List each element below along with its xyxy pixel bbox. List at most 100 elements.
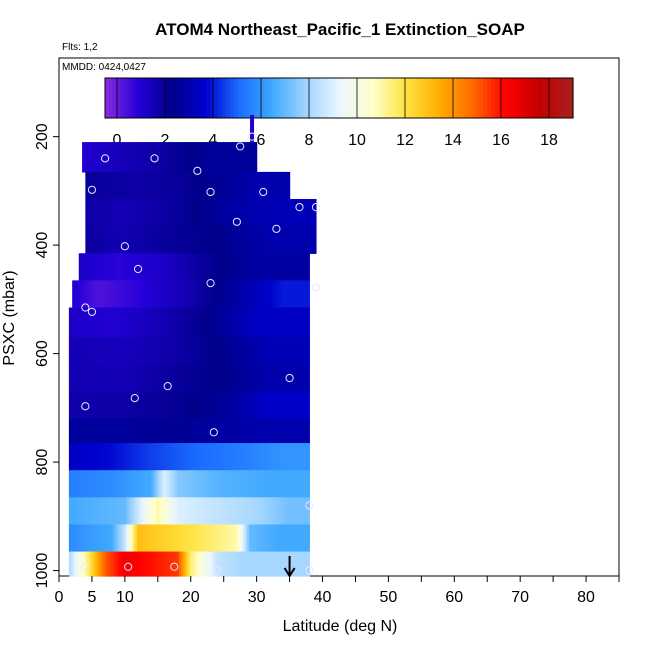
- heatmap-cell: [78, 280, 81, 309]
- heatmap-cell: [131, 171, 135, 200]
- heatmap-cell: [193, 418, 196, 444]
- sample-points: [81, 132, 321, 575]
- heatmap-cell: [257, 470, 260, 498]
- heatmap-cell: [112, 443, 116, 471]
- colorbar-swatch: [432, 78, 438, 118]
- heatmap-cell: [100, 391, 104, 420]
- heatmap-cell: [235, 551, 238, 577]
- heatmap-cell: [183, 199, 187, 227]
- heatmap-cell: [120, 524, 124, 553]
- heatmap-cell: [297, 418, 300, 444]
- heatmap-cell: [275, 280, 279, 309]
- heatmap-cell: [273, 364, 276, 393]
- heatmap-cell: [303, 418, 306, 444]
- heatmap-cell: [305, 253, 308, 281]
- heatmap-cell: [80, 364, 84, 393]
- heatmap-cell: [70, 364, 74, 393]
- heatmap-cell: [152, 253, 156, 281]
- heatmap-cell: [259, 199, 263, 227]
- heatmap-cell: [120, 497, 124, 526]
- heatmap-cell: [287, 199, 291, 227]
- arrow-head: [283, 567, 296, 578]
- heatmap-cell: [217, 551, 220, 577]
- heatmap-cell: [112, 142, 115, 173]
- heatmap-cell: [96, 337, 100, 366]
- heatmap-cell: [131, 443, 134, 471]
- heatmap-cell: [279, 280, 283, 309]
- colorbar-swatch: [545, 78, 551, 118]
- heatmap-cell: [281, 199, 285, 227]
- heatmap-cell: [239, 253, 242, 281]
- y-tick-label: 600: [34, 340, 51, 367]
- heatmap-cell: [183, 307, 186, 338]
- sample-point: [130, 393, 139, 403]
- heatmap-cell: [240, 142, 244, 173]
- heatmap-cell: [145, 199, 149, 227]
- heatmap-cell: [269, 171, 273, 200]
- heatmap-cell: [259, 337, 262, 366]
- heatmap-cell: [215, 391, 218, 420]
- heatmap-cell: [167, 418, 170, 444]
- heatmap-cell: [173, 551, 176, 577]
- colorbar-swatch: [140, 78, 145, 118]
- heatmap-cell: [98, 307, 102, 338]
- heatmap-cell: [233, 470, 236, 498]
- heatmap-cell: [301, 364, 304, 393]
- heatmap-cell: [100, 253, 104, 281]
- heatmap-cell: [271, 280, 275, 309]
- heatmap-cell: [207, 391, 210, 420]
- heatmap-cell: [247, 171, 251, 200]
- heatmap-cell: [235, 280, 239, 309]
- heatmap-cell: [195, 337, 198, 366]
- heatmap-cell: [183, 524, 186, 553]
- colorbar-swatch: [132, 78, 137, 118]
- heatmap-cell: [114, 280, 117, 309]
- colorbar-swatch: [237, 78, 243, 118]
- heatmap-cell: [285, 418, 288, 444]
- heatmap-cell: [189, 497, 192, 526]
- heatmap-cell: [291, 391, 294, 420]
- heatmap-cell: [265, 226, 269, 254]
- heatmap-cell: [189, 307, 192, 338]
- heatmap-cell: [169, 551, 172, 577]
- heatmap-cell: [217, 418, 220, 444]
- heatmap-cell: [253, 307, 256, 338]
- heatmap-cell: [166, 253, 170, 281]
- heatmap-cell: [131, 470, 134, 498]
- heatmap-cell: [183, 418, 186, 444]
- heatmap-cell: [177, 364, 180, 393]
- heatmap-cell: [177, 497, 180, 526]
- heatmap-cell: [245, 199, 249, 227]
- sample-point: [206, 187, 215, 197]
- heatmap-cell: [118, 307, 122, 338]
- heatmap-cell: [285, 364, 288, 393]
- heatmap-cell: [143, 418, 146, 444]
- heatmap-cell: [285, 524, 288, 553]
- heatmap-cell: [151, 418, 154, 444]
- heatmap-cell: [185, 524, 188, 553]
- heatmap-cell: [118, 443, 122, 471]
- heatmap-cell: [167, 470, 170, 498]
- heatmap-cell: [181, 226, 185, 254]
- heatmap-cell: [141, 497, 144, 526]
- colorbar-swatch: [440, 78, 445, 118]
- heatmap-cell: [255, 171, 259, 200]
- heatmap-cell: [211, 443, 214, 471]
- heatmap-cell: [203, 497, 206, 526]
- heatmap-cell: [297, 226, 301, 254]
- heatmap-cell: [199, 307, 202, 338]
- heatmap-cell: [161, 497, 164, 526]
- heatmap-cell: [68, 470, 72, 498]
- heatmap-cell: [249, 497, 252, 526]
- heatmap-cell: [135, 470, 138, 498]
- heatmap-cell: [108, 551, 112, 577]
- heatmap-cell: [90, 364, 94, 393]
- heatmap-cell: [191, 497, 194, 526]
- heatmap-cell: [209, 199, 213, 227]
- heatmap-cell: [108, 253, 112, 281]
- heatmap-cell: [133, 497, 136, 526]
- heatmap-cell: [239, 497, 242, 526]
- heatmap-cell: [215, 497, 218, 526]
- heatmap-cell: [78, 337, 82, 366]
- heatmap-cell: [219, 524, 222, 553]
